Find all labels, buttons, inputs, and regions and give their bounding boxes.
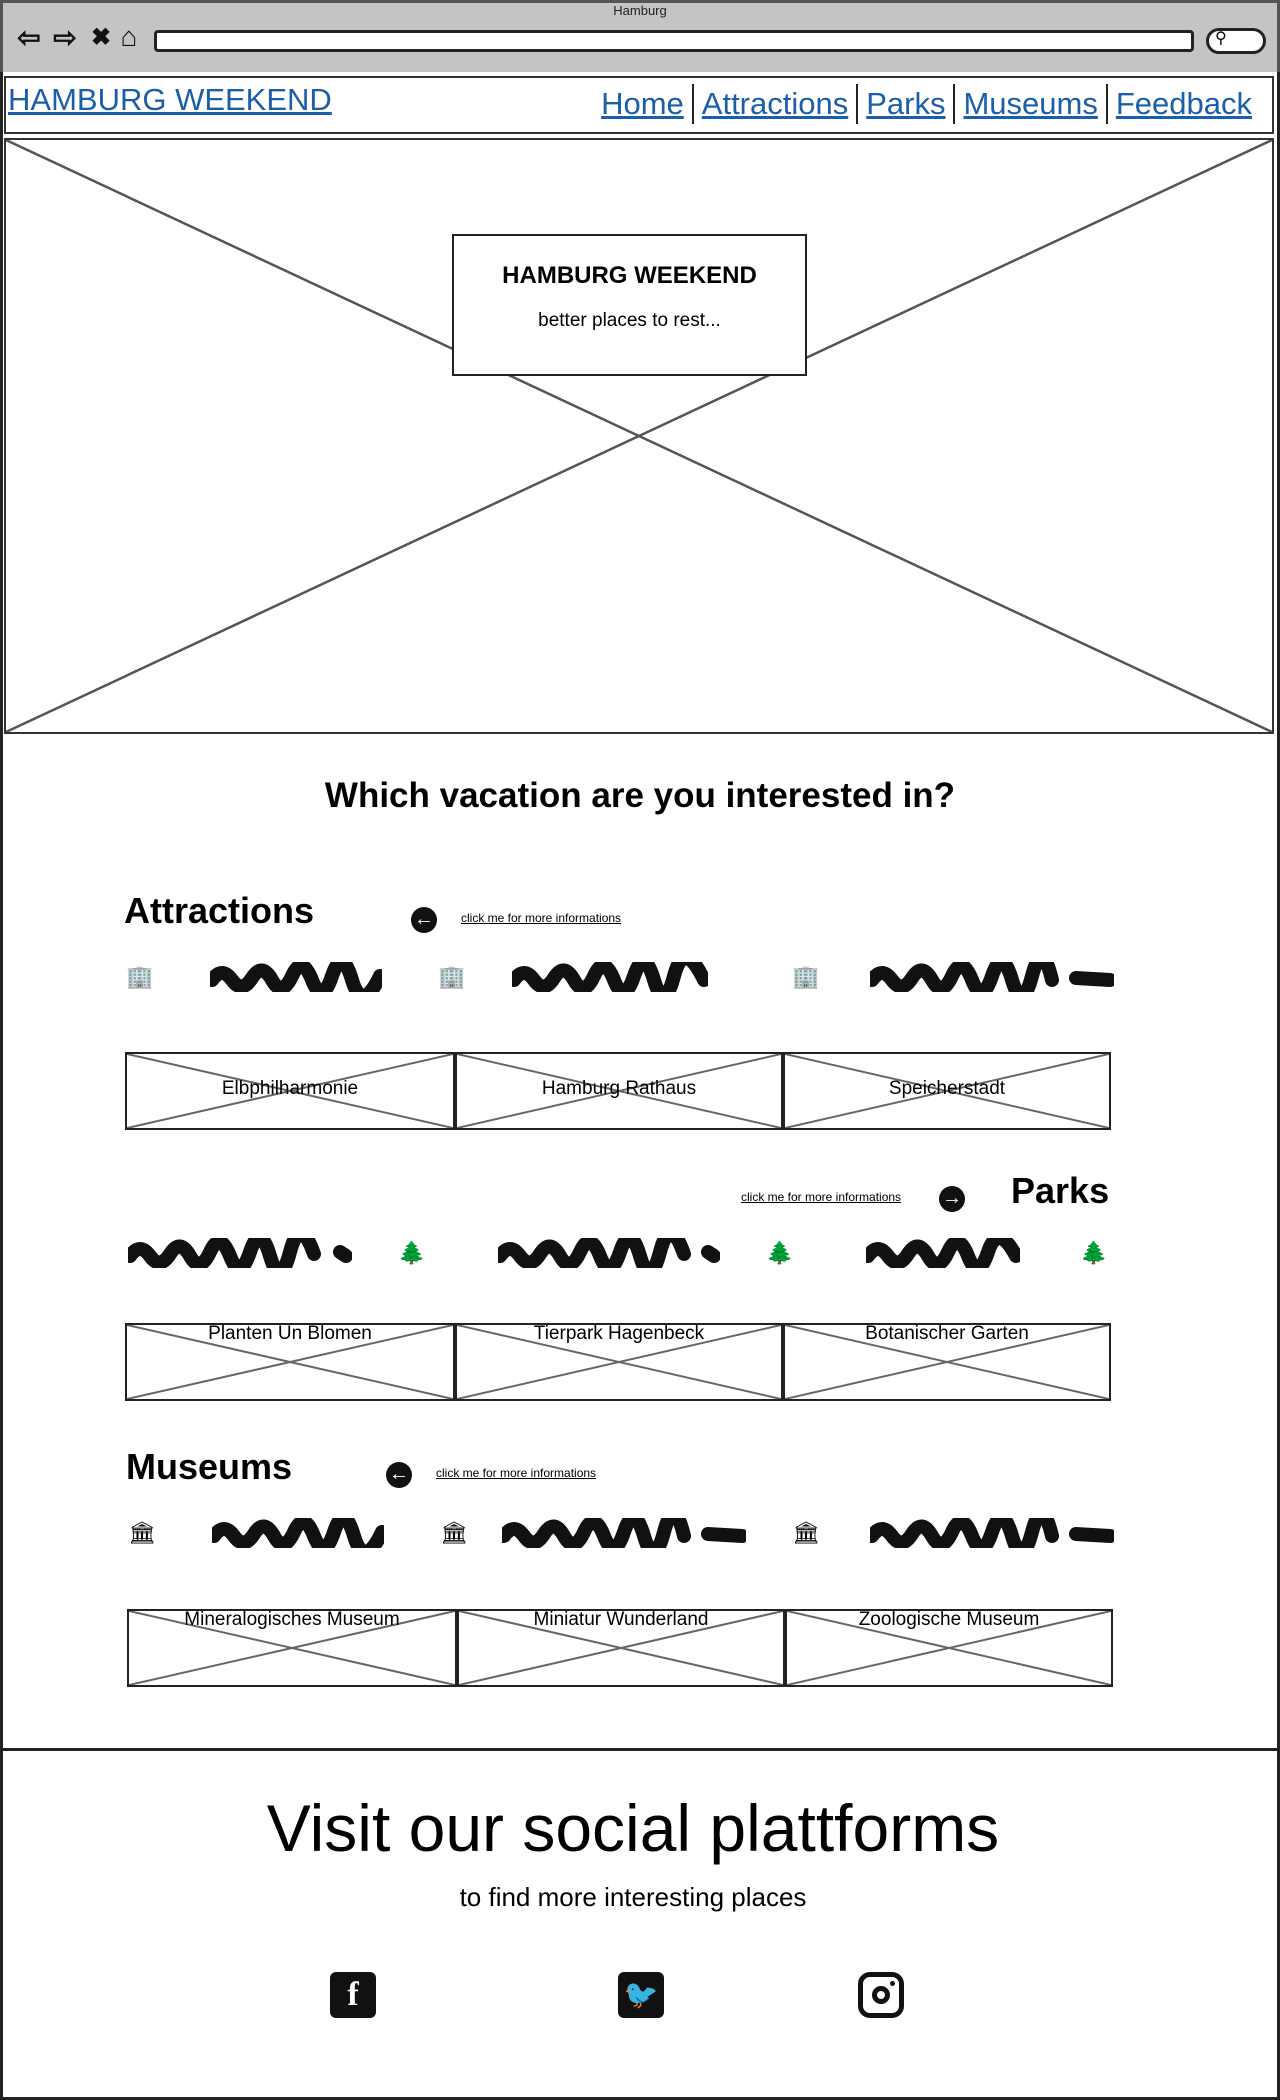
museum-icon: 🏛 (792, 1520, 820, 1545)
facebook-icon[interactable]: f (330, 1972, 376, 2018)
card-label: Hamburg Rathaus (541, 1078, 697, 1099)
park-card[interactable]: Tierpark Hagenbeck (455, 1323, 783, 1401)
building-icon: 🏢 (792, 964, 820, 989)
arrow-left-icon[interactable]: ← (411, 907, 437, 933)
card-label: Tierpark Hagenbeck (533, 1323, 705, 1344)
nav-divider (856, 84, 859, 124)
nav-divider (1105, 84, 1108, 124)
scribble-text-placeholder (498, 1238, 720, 1268)
museums-more-link[interactable]: click me for more informations (436, 1466, 597, 1480)
building-icon: 🏢 (126, 964, 154, 989)
scribble-text-placeholder (870, 1518, 1114, 1548)
scribble-text-placeholder (502, 1518, 746, 1548)
hero-title: HAMBURG WEEKEND (502, 262, 757, 289)
image-placeholder-cross (127, 1054, 453, 1128)
museum-card[interactable]: Miniatur Wunderland (457, 1609, 785, 1687)
park-card[interactable]: Botanischer Garten (783, 1323, 1111, 1401)
image-placeholder-cross (785, 1325, 1109, 1399)
address-bar[interactable] (154, 30, 1194, 52)
home-icon[interactable]: ⌂ (120, 21, 138, 52)
card-label: Miniatur Wunderland (533, 1609, 709, 1630)
section-title-museums: Museums (126, 1446, 293, 1487)
hero-subtitle: better places to rest... (538, 310, 721, 331)
twitter-icon[interactable]: 🐦 (618, 1972, 664, 2018)
building-icon: 🏢 (438, 964, 466, 989)
hero-card: HAMBURG WEEKEND better places to rest... (452, 234, 807, 376)
image-placeholder-cross (129, 1611, 455, 1685)
nav-links: Home Attractions Parks Museums Feedback (574, 82, 1260, 126)
page-frame (0, 72, 1280, 2100)
nav-link-home[interactable]: Home (601, 86, 684, 121)
scribble-text-placeholder (866, 1238, 1020, 1268)
scribble-text-placeholder (128, 1238, 352, 1268)
scribble-text-placeholder (870, 962, 1114, 992)
hero-image-placeholder (4, 138, 1274, 734)
card-label: Botanischer Garten (865, 1323, 1029, 1344)
tree-icon: 🌲 (766, 1240, 794, 1265)
image-placeholder-cross (785, 1054, 1109, 1128)
card-label: Zoologische Museum (858, 1609, 1040, 1630)
main-heading: Which vacation are you interested in? (324, 776, 956, 815)
arrow-right-icon[interactable]: → (939, 1186, 965, 1212)
scribble-text-placeholder (212, 1518, 384, 1548)
tree-icon: 🌲 (1080, 1240, 1108, 1265)
museum-icon: 🏛 (440, 1520, 468, 1545)
nav-divider (691, 84, 694, 124)
card-label: Elbphilharmonie (221, 1078, 359, 1099)
footer-heading: Visit our social plattforms (266, 1791, 1000, 1865)
brand-link[interactable]: HAMBURG WEEKEND (8, 82, 332, 117)
section-title-parks: Parks (1011, 1170, 1110, 1211)
attraction-card[interactable]: Speicherstadt (783, 1052, 1111, 1130)
attraction-card[interactable]: Elbphilharmonie (125, 1052, 455, 1130)
close-icon[interactable]: ✖ (90, 23, 112, 51)
instagram-icon[interactable] (858, 1972, 904, 2018)
museum-card[interactable]: Zoologische Museum (785, 1609, 1113, 1687)
browser-search-button[interactable]: ⚲ (1206, 28, 1266, 54)
card-label: Speicherstadt (888, 1078, 1006, 1099)
card-label: Mineralogisches Museum (184, 1609, 400, 1630)
image-placeholder-cross (459, 1611, 783, 1685)
section-title-attractions: Attractions (124, 890, 315, 931)
parks-more-link[interactable]: click me for more informations (741, 1190, 902, 1204)
attraction-card[interactable]: Hamburg Rathaus (455, 1052, 783, 1130)
nav-divider (953, 84, 956, 124)
image-placeholder-cross (457, 1325, 781, 1399)
footer (0, 1748, 1280, 2100)
search-icon: ⚲ (1215, 30, 1227, 47)
top-navigation (4, 76, 1274, 134)
window-title: Hamburg (613, 3, 667, 18)
footer-subheading: to find more interesting places (459, 1882, 807, 1912)
image-placeholder-cross (6, 140, 1272, 732)
scribble-text-placeholder (210, 962, 382, 992)
arrow-left-icon[interactable]: ← (386, 1462, 412, 1488)
nav-link-parks[interactable]: Parks (866, 86, 946, 121)
park-card[interactable]: Planten Un Blomen (125, 1323, 455, 1401)
card-label: Planten Un Blomen (208, 1323, 372, 1344)
image-placeholder-cross (787, 1611, 1111, 1685)
image-placeholder-cross (127, 1325, 453, 1399)
nav-link-museums[interactable]: Museums (963, 86, 1098, 121)
attractions-more-link[interactable]: click me for more informations (461, 911, 622, 925)
museum-card[interactable]: Mineralogisches Museum (127, 1609, 457, 1687)
nav-link-feedback[interactable]: Feedback (1115, 86, 1252, 121)
tree-icon: 🌲 (398, 1240, 426, 1265)
museum-icon: 🏛 (128, 1520, 156, 1545)
nav-link-attractions[interactable]: Attractions (701, 86, 849, 121)
forward-arrow-icon[interactable]: ⇨ (53, 21, 77, 53)
scribble-text-placeholder (512, 962, 708, 992)
image-placeholder-cross (457, 1054, 781, 1128)
back-arrow-icon[interactable]: ⇦ (17, 21, 41, 53)
